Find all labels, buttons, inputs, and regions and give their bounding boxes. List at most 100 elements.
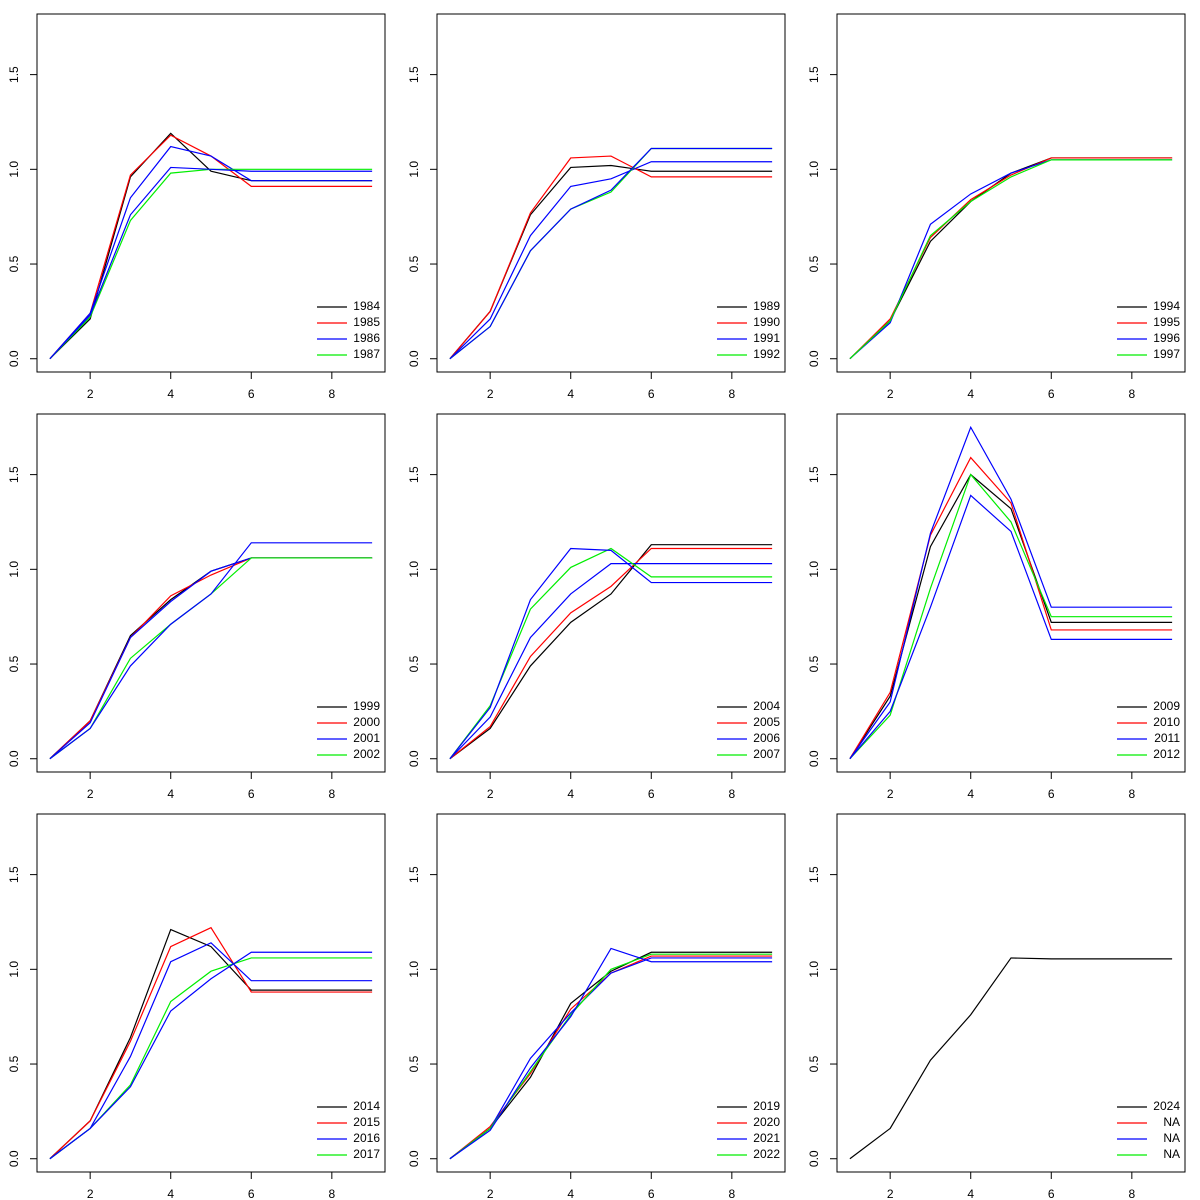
x-tick-label: 6 (1048, 387, 1055, 401)
y-tick-label: 0.0 (7, 750, 21, 767)
legend-label: 2024 (1153, 1099, 1180, 1113)
panel: 2 4 6 8 0.0 0.5 1.0 1.5 2009 2010 2011 2012 (807, 413, 1186, 801)
legend-label: 1986 (353, 331, 380, 345)
series-line (849, 425, 1173, 760)
plot-frame (36, 813, 386, 1173)
series-line (849, 157, 1173, 360)
series-line (849, 159, 1173, 360)
series-line (849, 494, 1173, 760)
x-tick-label: 6 (248, 787, 255, 801)
y-tick-label: 0.0 (7, 350, 21, 367)
legend-label: 1997 (1153, 347, 1180, 361)
legend-label: 2011 (1154, 731, 1180, 745)
x-tick-label: 2 (887, 1187, 894, 1200)
x-tick-label: 4 (967, 387, 974, 401)
x-tick-label: 8 (728, 387, 735, 401)
x-tick-label: 6 (1048, 787, 1055, 801)
x-tick-label: 4 (567, 387, 574, 401)
series-line (49, 928, 373, 1160)
x-tick-label: 2 (887, 787, 894, 801)
series-line (849, 456, 1173, 760)
series-line (449, 951, 773, 1160)
series-line (449, 953, 773, 1160)
legend-label: 2022 (753, 1147, 780, 1161)
y-tick-label: 1.0 (7, 961, 21, 978)
panel: 2 4 6 8 0.0 0.5 1.0 1.5 2014 2015 2016 2017 (7, 813, 386, 1200)
x-tick-label: 8 (1128, 387, 1135, 401)
plot-frame (836, 813, 1186, 1173)
plot-frame (836, 413, 1186, 773)
series-line (49, 166, 373, 360)
x-tick-label: 2 (487, 1187, 494, 1200)
y-tick-label: 1.5 (7, 66, 21, 83)
y-tick-label: 1.0 (807, 961, 821, 978)
x-tick-label: 4 (967, 787, 974, 801)
legend-label: 1995 (1153, 315, 1180, 329)
y-tick-label: 1.5 (807, 866, 821, 883)
x-tick-label: 4 (567, 1187, 574, 1200)
plot-frame (36, 13, 386, 373)
y-tick-label: 1.0 (407, 961, 421, 978)
y-tick-label: 1.0 (807, 161, 821, 178)
series-line (449, 147, 773, 360)
legend-label: 2006 (753, 731, 780, 745)
x-tick-label: 6 (648, 387, 655, 401)
y-tick-label: 0.0 (407, 350, 421, 367)
legend-label: 1985 (353, 315, 380, 329)
x-tick-label: 6 (248, 387, 255, 401)
series-line (449, 563, 773, 760)
y-tick-label: 1.5 (807, 466, 821, 483)
series-line (49, 557, 373, 760)
series-line (449, 155, 773, 360)
series-line (449, 147, 773, 360)
legend-label: 2010 (1153, 715, 1180, 729)
plot-frame (836, 13, 1186, 373)
series-line (849, 957, 1173, 1160)
series-line (49, 557, 373, 760)
series-line (49, 926, 373, 1160)
series-line (849, 159, 1173, 360)
legend-label: 1987 (353, 347, 380, 361)
series-line (449, 161, 773, 360)
x-tick-label: 8 (1128, 1187, 1135, 1200)
legend-label: 2019 (753, 1099, 780, 1113)
series-line (49, 957, 373, 1160)
legend-label: 2005 (753, 715, 780, 729)
legend-label: 1990 (753, 315, 780, 329)
series-line (49, 557, 373, 760)
series-line (449, 947, 773, 1160)
x-tick-label: 6 (648, 1187, 655, 1200)
panel: 2 4 6 8 0.0 0.5 1.0 1.5 2019 2020 2021 2022 (407, 813, 786, 1200)
x-tick-label: 2 (87, 387, 94, 401)
legend-label: 2004 (753, 699, 780, 713)
legend-label: 1989 (753, 299, 780, 313)
panel: 2 4 6 8 0.0 0.5 1.0 1.5 1989 1990 1991 1992 (407, 13, 786, 401)
series-line (49, 951, 373, 1160)
y-tick-label: 0.0 (807, 350, 821, 367)
panel: 2 4 6 8 0.0 0.5 1.0 1.5 1984 1985 1986 1987 (7, 13, 386, 401)
x-tick-label: 8 (728, 787, 735, 801)
series-line (449, 164, 773, 360)
series-line (449, 957, 773, 1160)
series-line (449, 955, 773, 1160)
legend-label: 2015 (353, 1115, 380, 1129)
series-line (449, 547, 773, 760)
x-tick-label: 8 (328, 787, 335, 801)
x-tick-label: 6 (248, 1187, 255, 1200)
y-tick-label: 0.0 (407, 1150, 421, 1167)
y-tick-label: 0.0 (807, 750, 821, 767)
series-line (49, 942, 373, 1160)
legend-label: 2002 (353, 747, 380, 761)
x-tick-label: 4 (167, 1187, 174, 1200)
series-line (849, 473, 1173, 760)
series-line (449, 544, 773, 760)
y-tick-label: 1.0 (407, 561, 421, 578)
plot-frame (436, 813, 786, 1173)
legend-label: 1999 (353, 699, 380, 713)
y-tick-label: 0.5 (807, 655, 821, 672)
legend-label: NA (1163, 1131, 1180, 1145)
y-tick-label: 0.0 (407, 750, 421, 767)
x-tick-label: 2 (487, 387, 494, 401)
y-tick-label: 1.5 (7, 466, 21, 483)
